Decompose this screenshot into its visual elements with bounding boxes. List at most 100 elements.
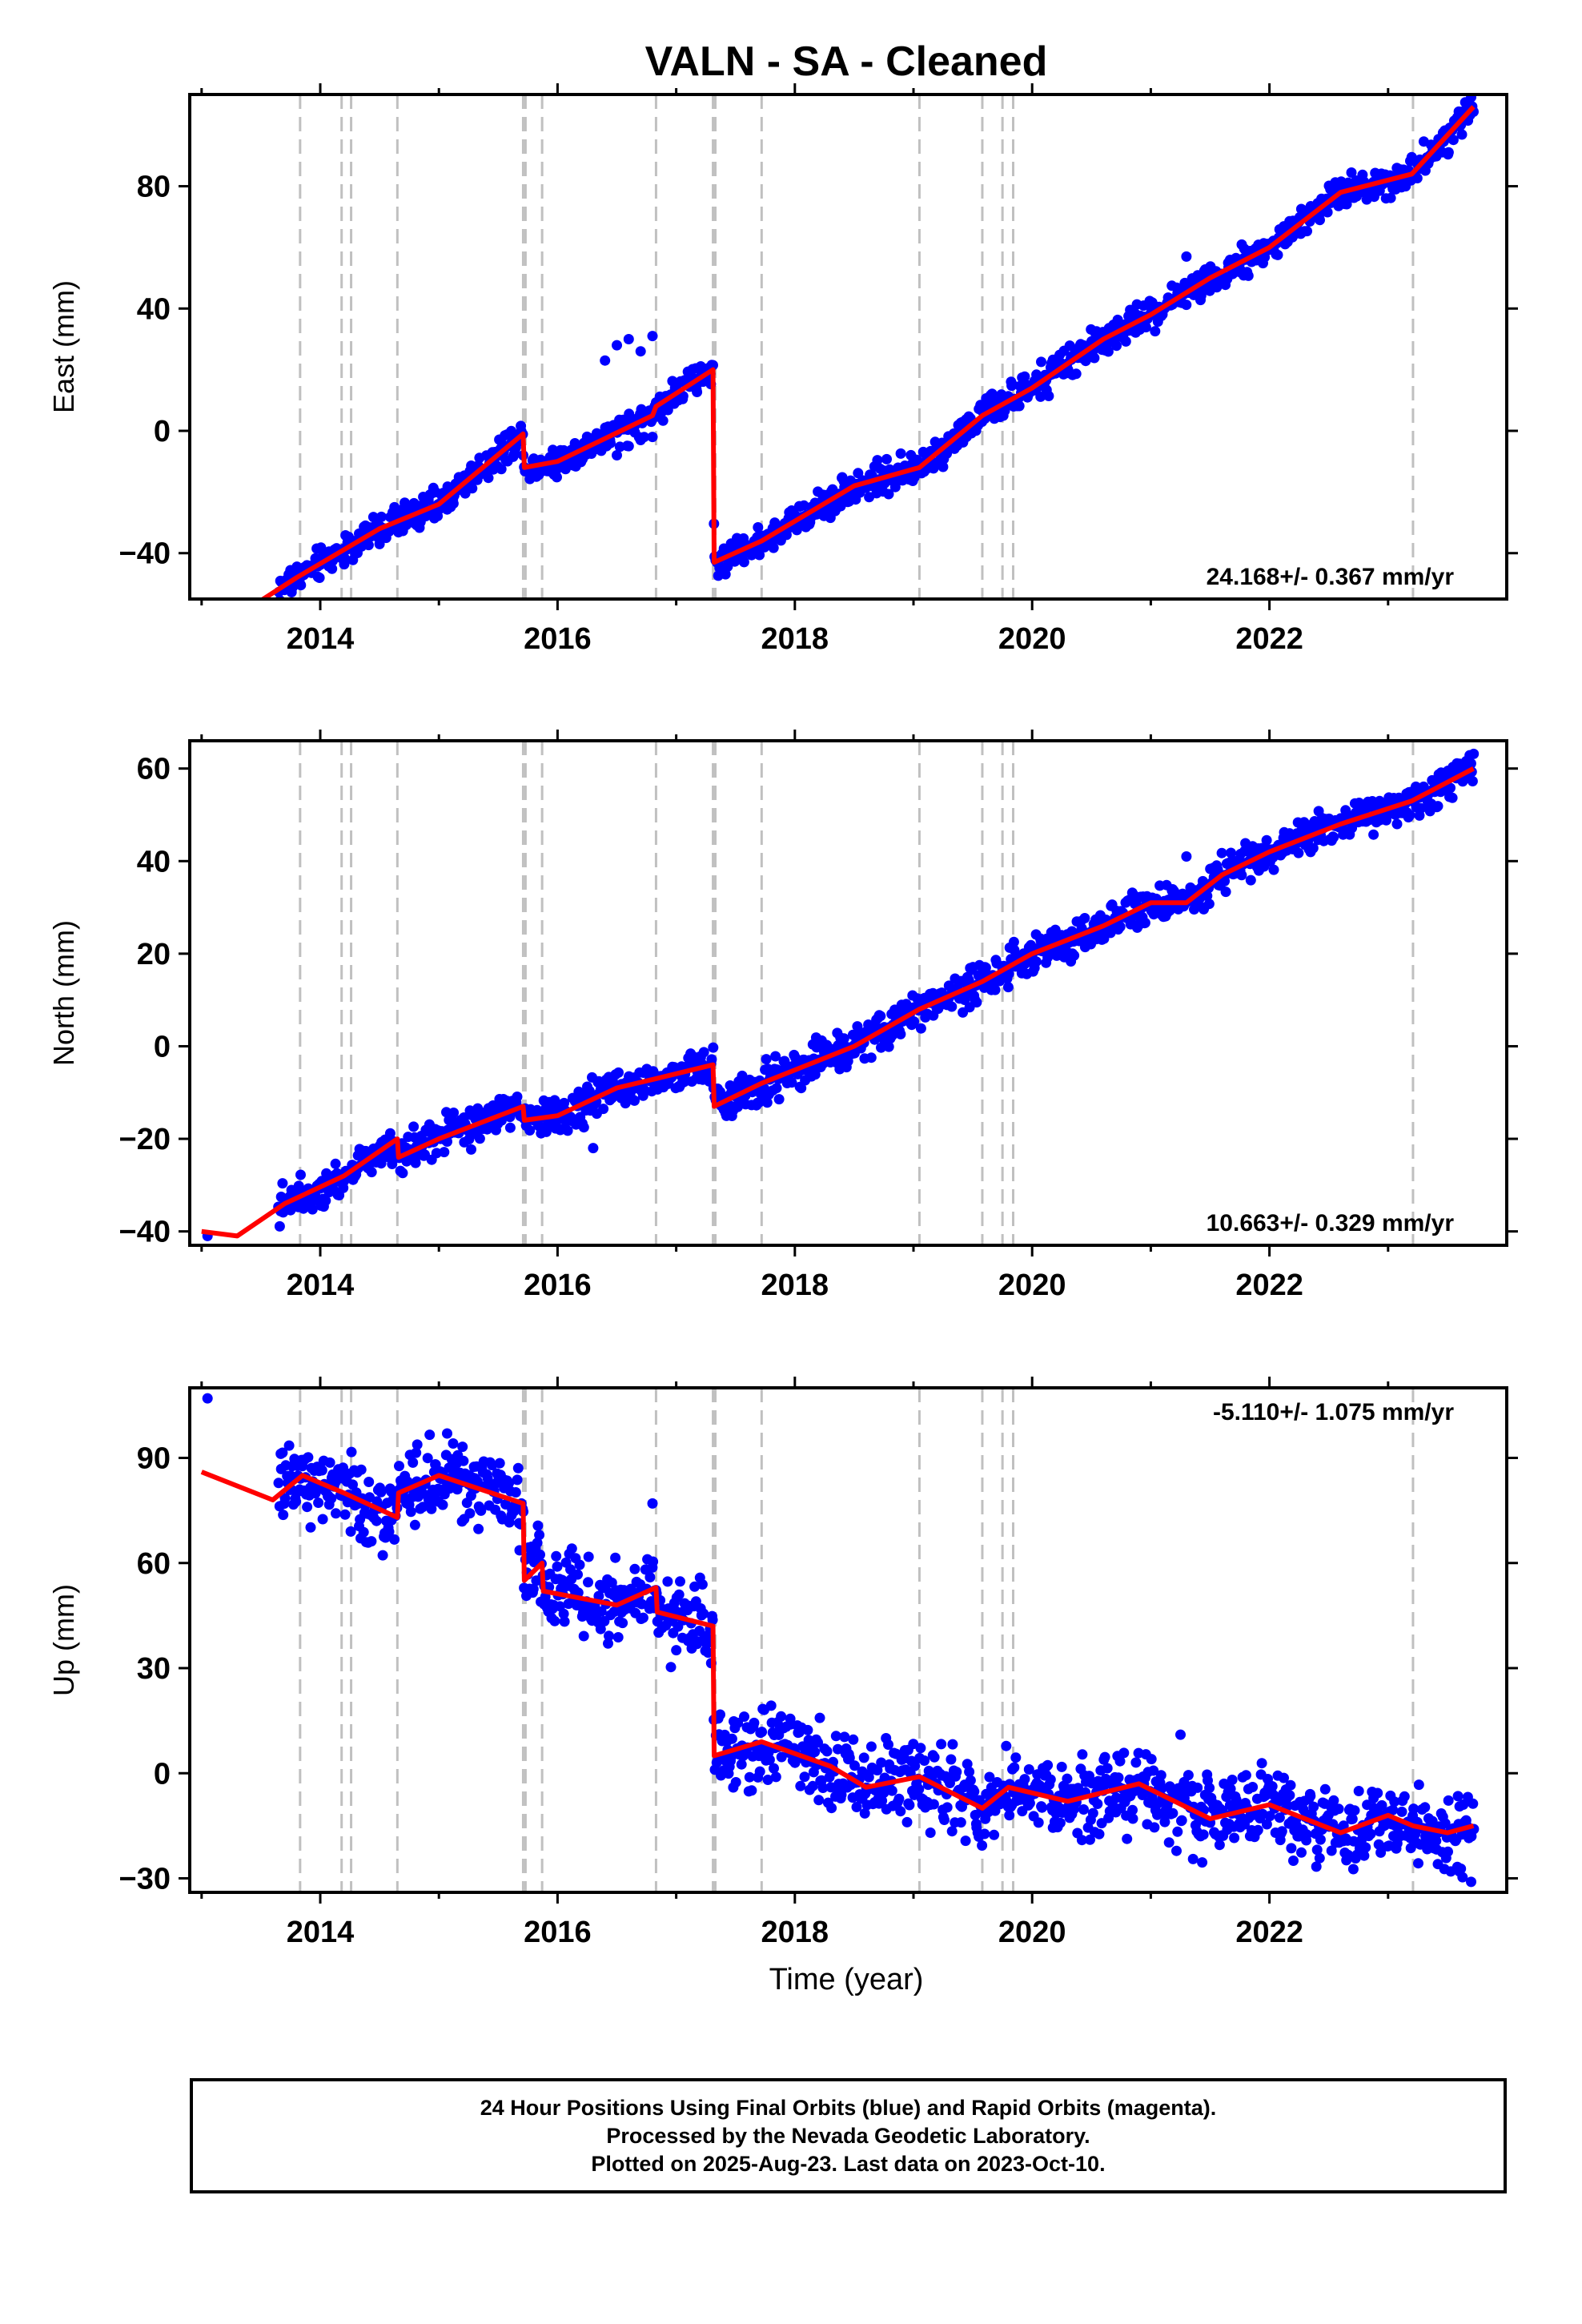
- north-data-point: [397, 1168, 408, 1179]
- east-data-point: [883, 489, 894, 500]
- up-data-point: [1155, 1770, 1166, 1781]
- north-data-point: [1268, 864, 1279, 875]
- up-data-point: [1413, 1779, 1424, 1791]
- up-data-point: [528, 1583, 539, 1594]
- up-data-point: [1214, 1839, 1225, 1851]
- east-data-point: [635, 346, 646, 357]
- up-data-point: [412, 1439, 423, 1450]
- up-data-point: [1261, 1819, 1272, 1830]
- up-data-point: [305, 1522, 316, 1533]
- up-data-point: [698, 1608, 709, 1619]
- east-data-point: [1120, 336, 1131, 347]
- up-data-point: [442, 1428, 452, 1439]
- east-data-point: [938, 461, 949, 472]
- north-data-point: [1216, 847, 1227, 858]
- up-data-point: [1376, 1799, 1387, 1811]
- north-data-point: [761, 1097, 773, 1108]
- up-data-point: [1353, 1786, 1364, 1796]
- up-x-tick-label: 2014: [287, 1916, 355, 1949]
- east-y-axis-label: East (mm): [47, 280, 80, 413]
- north-data-point: [598, 1104, 609, 1115]
- north-data-point: [865, 1052, 877, 1063]
- up-data-point: [405, 1506, 416, 1518]
- up-data-point: [947, 1739, 958, 1750]
- up-data-point: [1156, 1783, 1167, 1794]
- north-data-point: [796, 1083, 807, 1094]
- up-data-point: [610, 1552, 621, 1563]
- north-data-point: [773, 1094, 785, 1105]
- up-data-point: [535, 1549, 545, 1560]
- up-data-point: [1286, 1843, 1297, 1854]
- up-data-point: [1372, 1787, 1383, 1799]
- east-data-point: [448, 498, 459, 509]
- up-data-point: [583, 1551, 594, 1562]
- east-data-point: [1181, 300, 1192, 311]
- up-data-point: [355, 1464, 367, 1475]
- up-data-point: [1176, 1815, 1187, 1826]
- up-y-tick-label: 60: [137, 1547, 171, 1581]
- east-data-point: [1150, 326, 1161, 337]
- east-data-point: [647, 432, 658, 443]
- north-data-point: [1447, 792, 1458, 803]
- north-y-tick-label: −40: [119, 1216, 171, 1249]
- up-data-point: [593, 1590, 604, 1602]
- up-data-point: [863, 1771, 874, 1783]
- east-y-tick-label: −40: [119, 537, 171, 571]
- east-model-line: [259, 105, 1476, 599]
- east-data-point: [203, 645, 213, 656]
- footer-box: 24 Hour Positions Using Final Orbits (bl…: [190, 2078, 1507, 2193]
- east-data-point: [314, 573, 325, 583]
- up-data-point: [559, 1616, 570, 1627]
- up-data-point: [1247, 1782, 1259, 1792]
- up-data-point: [765, 1700, 777, 1711]
- up-data-point: [648, 1556, 659, 1567]
- up-data-point: [1033, 1817, 1044, 1828]
- north-data-point: [504, 1122, 516, 1133]
- up-data-point: [886, 1785, 897, 1796]
- up-data-point: [984, 1771, 995, 1783]
- up-data-point: [909, 1760, 921, 1771]
- up-data-point: [673, 1589, 685, 1600]
- east-data-point: [295, 580, 307, 591]
- north-data-point: [732, 1101, 743, 1112]
- east-data-point: [1140, 322, 1151, 333]
- up-data-point: [1240, 1770, 1251, 1781]
- east-data-point: [1070, 368, 1082, 380]
- east-y-tick-label: 0: [154, 415, 171, 448]
- east-x-tick-label: 2018: [761, 622, 829, 656]
- up-data-point: [532, 1538, 543, 1549]
- east-data-point: [1102, 346, 1114, 357]
- up-data-point: [1454, 1866, 1465, 1877]
- up-data-point: [389, 1534, 400, 1545]
- up-data-point: [946, 1754, 957, 1765]
- footer-line-2: Processed by the Nevada Geodetic Laborat…: [606, 2123, 1090, 2148]
- up-data-point: [1094, 1828, 1105, 1839]
- up-data-point: [848, 1734, 859, 1745]
- north-data-point: [1226, 847, 1236, 858]
- up-data-point: [409, 1519, 420, 1530]
- up-data-point: [583, 1577, 593, 1588]
- up-data-point: [1311, 1844, 1323, 1856]
- up-data-point: [647, 1498, 658, 1509]
- up-data-point: [339, 1509, 351, 1520]
- up-data-point: [637, 1612, 648, 1623]
- up-data-point: [1127, 1804, 1138, 1815]
- north-data-point: [963, 975, 974, 986]
- up-model-line: [200, 1470, 1475, 1835]
- up-data-point: [960, 1835, 971, 1847]
- up-data-point: [604, 1630, 614, 1642]
- up-data-point: [1087, 1807, 1098, 1819]
- up-data-point: [476, 1505, 487, 1516]
- up-data-point: [565, 1564, 576, 1575]
- north-data-point: [524, 1125, 536, 1136]
- up-y-axis-label: Up (mm): [47, 1584, 80, 1696]
- up-data-point: [458, 1455, 469, 1466]
- north-data-point: [895, 1028, 906, 1039]
- up-data-point: [1118, 1747, 1130, 1759]
- east-data-point: [754, 549, 765, 561]
- north-data-point: [562, 1125, 573, 1136]
- up-data-point: [278, 1510, 289, 1521]
- up-data-point: [876, 1757, 887, 1768]
- up-data-point: [1279, 1772, 1289, 1783]
- up-data-point: [1399, 1791, 1410, 1802]
